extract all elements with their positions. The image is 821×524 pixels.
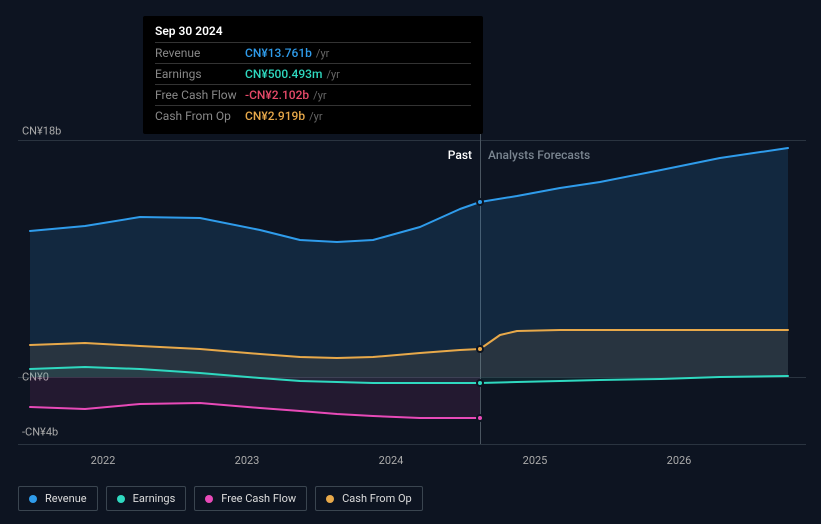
tooltip-row-unit: /yr — [316, 47, 329, 60]
x-axis-label: 2025 — [523, 454, 548, 467]
legend-dot — [205, 495, 213, 503]
series-marker — [476, 379, 484, 387]
x-axis-label: 2023 — [235, 454, 260, 467]
legend-item-earnings[interactable]: Earnings — [106, 486, 187, 511]
tooltip-row-value: -CN¥2.102b — [245, 88, 309, 102]
tooltip-row-value: CN¥500.493m — [245, 67, 322, 81]
financial-chart: CN¥18bCN¥0-CN¥4b Past Analysts Forecasts… — [0, 0, 821, 524]
legend-label: Free Cash Flow — [221, 492, 296, 505]
x-axis-label: 2022 — [91, 454, 116, 467]
tooltip-row-unit: /yr — [309, 110, 322, 123]
chart-legend: Revenue Earnings Free Cash Flow Cash From O… — [18, 486, 423, 511]
tooltip-date: Sep 30 2024 — [155, 24, 471, 38]
tooltip-row-label: Revenue — [155, 46, 245, 60]
tooltip-row: RevenueCN¥13.761b/yr — [155, 42, 471, 63]
tooltip-row-unit: /yr — [313, 89, 326, 102]
legend-item-cash-from-op[interactable]: Cash From Op — [315, 486, 423, 511]
legend-item-free-cash-flow[interactable]: Free Cash Flow — [194, 486, 307, 511]
legend-label: Earnings — [133, 492, 176, 505]
tooltip-row-value: CN¥2.919b — [245, 109, 305, 123]
tooltip-row: EarningsCN¥500.493m/yr — [155, 63, 471, 84]
legend-dot — [326, 495, 334, 503]
legend-dot — [117, 495, 125, 503]
tooltip-row-value: CN¥13.761b — [245, 46, 312, 60]
tooltip-row: Cash From OpCN¥2.919b/yr — [155, 105, 471, 126]
legend-dot — [29, 495, 37, 503]
series-marker — [476, 414, 484, 422]
legend-item-revenue[interactable]: Revenue — [18, 486, 98, 511]
series-marker — [476, 345, 484, 353]
tooltip-row-label: Free Cash Flow — [155, 88, 245, 102]
legend-label: Cash From Op — [342, 492, 412, 505]
tooltip-row-label: Cash From Op — [155, 109, 245, 123]
tooltip-row: Free Cash Flow-CN¥2.102b/yr — [155, 84, 471, 105]
legend-label: Revenue — [45, 492, 87, 505]
x-axis-label: 2026 — [667, 454, 692, 467]
x-axis-label: 2024 — [379, 454, 404, 467]
tooltip-row-unit: /yr — [326, 68, 339, 81]
series-marker — [476, 198, 484, 206]
chart-tooltip: Sep 30 2024 RevenueCN¥13.761b/yrEarnings… — [143, 16, 483, 134]
tooltip-row-label: Earnings — [155, 67, 245, 81]
